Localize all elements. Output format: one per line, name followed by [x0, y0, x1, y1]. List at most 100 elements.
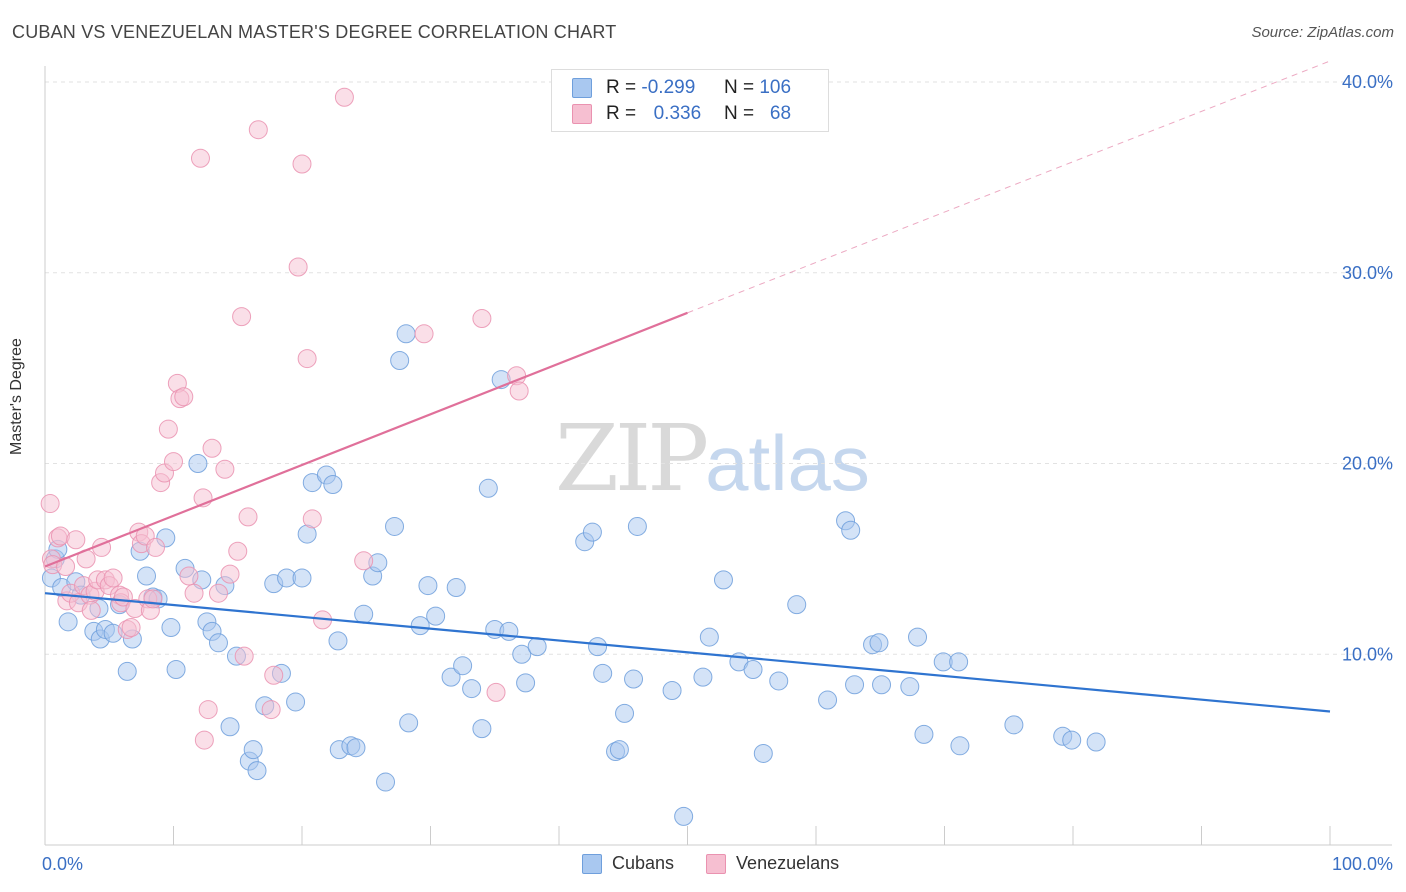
venezuelans-point: [292, 154, 312, 174]
cubans-point: [787, 595, 807, 615]
cubans-point: [841, 520, 861, 540]
legend-r-label: R =: [606, 103, 637, 124]
cubans-point: [247, 761, 267, 781]
cubans-point: [512, 644, 532, 664]
venezuelans-point: [486, 682, 506, 702]
cubans-point: [699, 627, 719, 647]
cubans-point: [446, 577, 466, 597]
cubans-point: [499, 621, 519, 641]
legend-r-value: 0.336: [653, 103, 702, 124]
cubans-point: [869, 633, 889, 653]
cubans-point: [161, 618, 181, 638]
cubans-point: [713, 570, 733, 590]
venezuelans-point: [414, 324, 434, 344]
cubans-point: [1086, 732, 1106, 752]
cubans-point: [188, 454, 208, 473]
venezuelans-point: [354, 551, 374, 571]
legend-n-value: 68: [769, 103, 792, 124]
legend-n-value: 106: [759, 77, 792, 98]
cubans-point: [662, 680, 682, 700]
correlation-legend: R = -0.299 N = 106 R = 0.336 N = 68: [551, 69, 829, 132]
venezuelans-point: [232, 307, 252, 327]
y-tick-label: 30.0%: [1342, 263, 1393, 283]
venezuelans-point: [158, 419, 178, 439]
y-tick-label: 40.0%: [1342, 72, 1393, 92]
venezuelans-trendline-extension: [687, 60, 1331, 314]
venezuelans-trendline: [44, 311, 688, 568]
venezuelans-point: [194, 730, 214, 750]
cubans-point: [478, 478, 498, 498]
venezuelans-point: [238, 507, 258, 527]
venezuelans-point: [334, 87, 354, 107]
cubans-point: [243, 740, 263, 760]
venezuelans-point: [248, 120, 268, 140]
cubans-point: [399, 713, 419, 733]
venezuelans-point: [472, 309, 492, 329]
venezuelans-point: [143, 589, 163, 609]
y-tick-label: 10.0%: [1342, 644, 1393, 664]
series-legend: Cubans Venezuelans: [582, 853, 871, 874]
cubans-point: [462, 679, 482, 699]
venezuelans-point: [234, 646, 254, 666]
legend-r-value: -0.299: [641, 77, 696, 98]
venezuelans-point: [288, 257, 308, 277]
cubans-point: [753, 743, 773, 763]
cubans-point: [845, 675, 865, 695]
cubans-point: [58, 612, 78, 632]
legend-item-venezuelans: Venezuelans: [706, 853, 839, 874]
cubans-point: [914, 724, 934, 744]
cubans-point: [453, 656, 473, 676]
venezuelans-point: [164, 452, 183, 472]
cubans-point: [769, 671, 789, 691]
cubans-point: [137, 566, 157, 586]
y-tick-label: 20.0%: [1342, 454, 1393, 474]
venezuelans-point: [103, 568, 123, 588]
venezuelans-point: [40, 494, 60, 514]
watermark: ZIPatlas: [555, 405, 870, 512]
cubans-point: [426, 606, 446, 626]
chart-title: CUBAN VS VENEZUELAN MASTER'S DEGREE CORR…: [12, 22, 617, 42]
cubans-point: [323, 474, 343, 494]
cubans-point: [582, 522, 602, 542]
cubans-point: [908, 627, 928, 647]
venezuelans-swatch: [572, 104, 592, 124]
venezuelans-point: [297, 349, 317, 369]
cubans-point: [818, 690, 838, 710]
cubans-point: [693, 667, 713, 687]
cubans-point: [527, 637, 547, 657]
venezuelans-point: [81, 600, 101, 620]
cubans-swatch: [572, 78, 592, 98]
venezuelans-point: [198, 700, 218, 720]
watermark-zip: ZIP: [555, 405, 709, 512]
venezuelans-point: [208, 583, 228, 603]
venezuelans-point: [261, 700, 281, 720]
cubans-point: [328, 631, 348, 651]
cubans-point: [286, 692, 306, 712]
cubans-trendline: [44, 592, 1331, 713]
cubans-point: [593, 663, 613, 683]
cubans-point: [292, 568, 312, 588]
venezuelans-point: [184, 583, 204, 603]
legend-r-label: R =: [606, 77, 637, 98]
cubans-point: [396, 324, 416, 344]
cubans-point: [624, 669, 644, 689]
cubans-point: [1062, 730, 1082, 750]
venezuelans-point: [509, 381, 529, 401]
cubans-point: [950, 736, 970, 756]
legend-label-cubans: Cubans: [612, 853, 675, 873]
legend-row-cubans: R = -0.299 N = 106: [572, 76, 791, 100]
cubans-point: [900, 677, 920, 697]
venezuelans-point: [179, 566, 199, 586]
venezuelans-point: [174, 387, 194, 407]
cubans-point: [346, 738, 366, 758]
venezuelans-point: [228, 541, 248, 561]
cubans-point: [418, 576, 438, 596]
cubans-point: [220, 717, 240, 737]
venezuelans-point: [215, 459, 235, 479]
venezuelans-point: [302, 509, 322, 529]
cubans-point: [674, 806, 694, 826]
cubans-point: [390, 350, 410, 370]
venezuelans-point: [190, 148, 210, 168]
cubans-point: [516, 673, 536, 693]
